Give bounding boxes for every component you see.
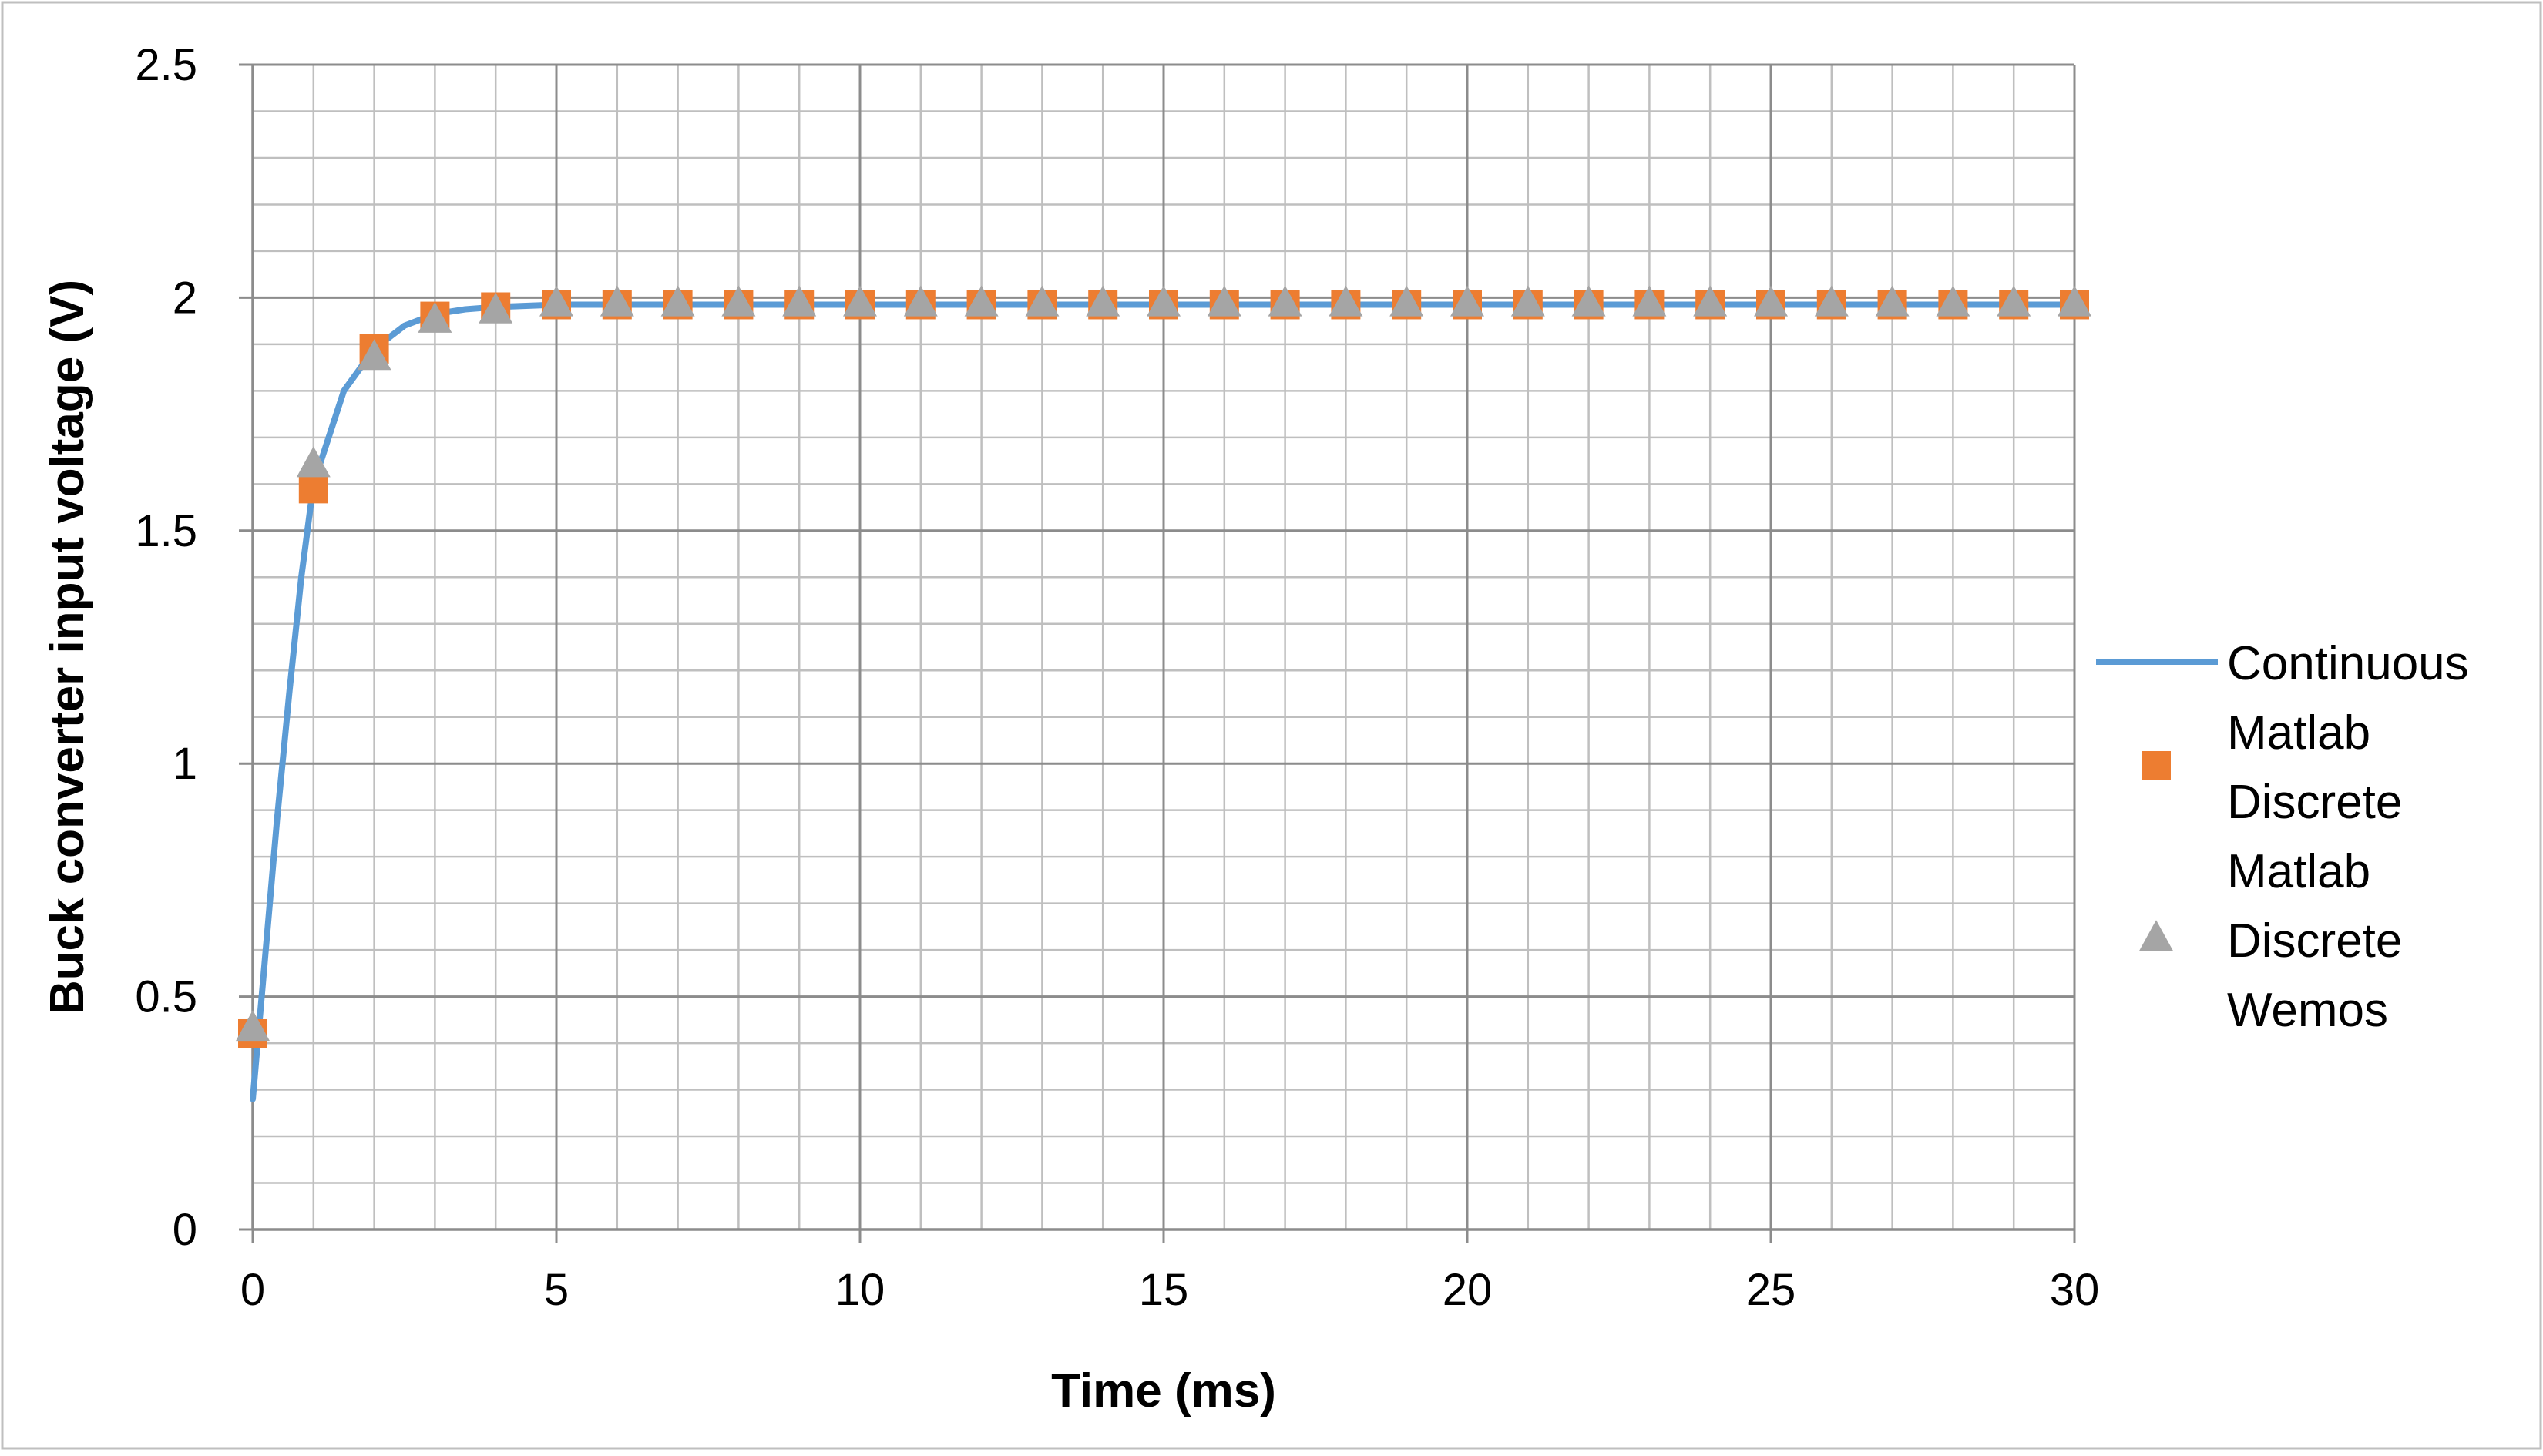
data-point-matlab-discrete-wemos [1814, 285, 1849, 317]
data-point-matlab-discrete [298, 474, 328, 504]
data-point-matlab-discrete-wemos [2058, 285, 2091, 317]
data-point-matlab-discrete-wemos [1875, 285, 1910, 317]
series-layer [236, 285, 2091, 1102]
x-tick-label: 30 [2050, 1265, 2100, 1315]
data-point-matlab-discrete-wemos [1632, 285, 1667, 317]
y-tick-label: 2.5 [135, 40, 197, 90]
data-point-matlab-discrete-wemos [600, 285, 634, 317]
data-point-matlab-discrete-wemos [903, 285, 938, 317]
y-tick-label: 0.5 [135, 972, 197, 1022]
data-point-matlab-discrete-wemos [782, 285, 817, 317]
y-tick-label: 1 [173, 739, 197, 789]
legend-swatch-matlab-discrete [2142, 751, 2171, 780]
data-point-matlab-discrete-wemos [1389, 285, 1424, 317]
data-point-matlab-discrete-wemos [1207, 285, 1241, 317]
data-point-matlab-discrete-wemos [1329, 285, 1363, 317]
legend-label-line: Wemos [2227, 984, 2388, 1037]
data-point-matlab-discrete-wemos [1510, 285, 1545, 317]
data-point-matlab-discrete-wemos [479, 292, 513, 324]
x-tick-label: 5 [544, 1265, 569, 1315]
x-tick-label: 20 [1443, 1265, 1493, 1315]
legend-label-line: Discrete [2227, 914, 2402, 968]
legend-label-line: Matlab [2227, 845, 2370, 898]
data-point-matlab-discrete-wemos [660, 285, 695, 317]
x-axis-title: Time (ms) [1051, 1364, 1276, 1417]
y-tick-label: 2 [173, 273, 197, 323]
y-tick-label: 0 [173, 1205, 197, 1255]
data-point-matlab-discrete-wemos [1693, 285, 1728, 317]
data-point-matlab-discrete-wemos [539, 285, 573, 317]
y-tick-labels: 0 0.5 1 1.5 2 2.5 [135, 40, 197, 1255]
x-tick-label: 15 [1139, 1265, 1189, 1315]
data-point-matlab-discrete-wemos [1450, 285, 1484, 317]
data-point-matlab-discrete-wemos [1571, 285, 1606, 317]
data-point-matlab-discrete-wemos [964, 285, 999, 317]
data-point-matlab-discrete-wemos [357, 339, 391, 371]
x-tick-labels: 0 5 10 15 20 25 30 [240, 1265, 2099, 1315]
data-point-matlab-discrete-wemos [1997, 285, 2031, 317]
legend-label-line: Discrete [2227, 776, 2402, 829]
data-point-matlab-discrete-wemos [1086, 285, 1120, 317]
legend-label-continuous: Continuous [2227, 637, 2469, 690]
y-axis-title: Buck converter input voltage (V) [41, 280, 94, 1015]
data-point-matlab-discrete-wemos [1268, 285, 1302, 317]
legend: Continuous Matlab Discrete Matlab Discrete We… [2096, 637, 2469, 1037]
x-tick-label: 0 [240, 1265, 265, 1315]
legend-label-matlab-discrete: Matlab Discrete [2227, 706, 2402, 829]
legend-label-line: Matlab [2227, 706, 2370, 760]
data-point-matlab-discrete-wemos [843, 285, 877, 317]
data-point-matlab-discrete-wemos [1936, 285, 1970, 317]
y-tick-label: 1.5 [135, 506, 197, 556]
data-point-matlab-discrete-wemos [1754, 285, 1788, 317]
data-point-matlab-discrete-wemos [296, 446, 331, 478]
legend-swatch-matlab-discrete-wemos [2139, 920, 2173, 951]
data-point-matlab-discrete-wemos [236, 1010, 270, 1042]
data-point-matlab-discrete-wemos [1147, 285, 1181, 317]
data-point-matlab-discrete-wemos [418, 301, 452, 333]
data-point-matlab-discrete-wemos [1025, 285, 1060, 317]
x-tick-label: 10 [835, 1265, 885, 1315]
data-point-matlab-discrete-wemos [721, 285, 756, 317]
x-tick-label: 25 [1746, 1265, 1796, 1315]
legend-label-matlab-discrete-wemos: Matlab Discrete Wemos [2227, 845, 2402, 1037]
legend-label-line: Continuous [2227, 637, 2469, 690]
